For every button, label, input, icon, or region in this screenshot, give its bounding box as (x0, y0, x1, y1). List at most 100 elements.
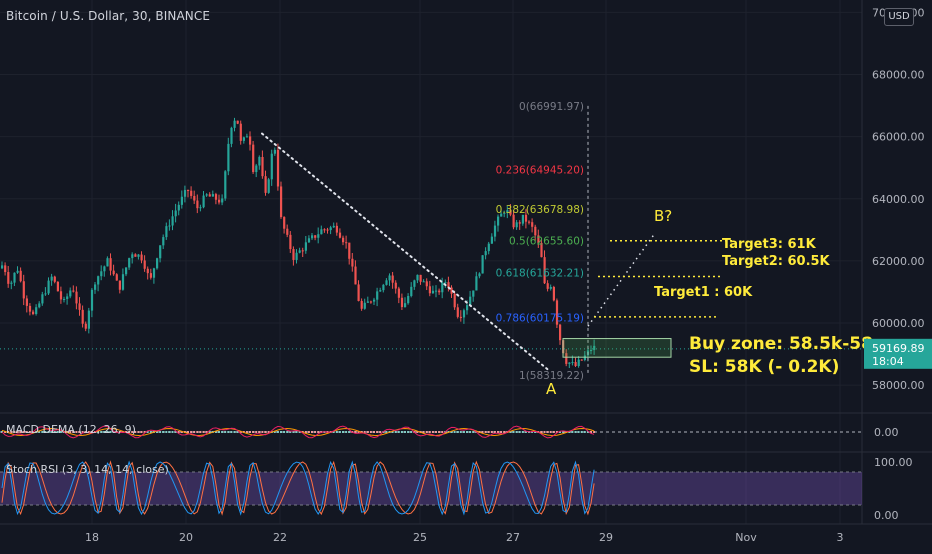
candle-body (338, 232, 342, 238)
macd-histogram-bar (490, 431, 493, 433)
fib-level-label[interactable]: 0.618(61632.21) (496, 267, 584, 279)
candle-body (345, 242, 348, 244)
macd-histogram-bar (22, 431, 25, 433)
fib-level-label[interactable]: 0.236(64945.20) (496, 164, 584, 176)
time-tick-label: 22 (273, 531, 287, 544)
candle-body (19, 270, 22, 282)
chart-drawings[interactable]: 0(66991.97) 0.236(64945.20) 0.382(63678.98… (0, 101, 873, 398)
currency-button[interactable]: USD (884, 8, 914, 26)
candle-body (410, 286, 413, 296)
candle-body (100, 271, 103, 277)
candle-body (376, 291, 379, 300)
candle-body (382, 284, 385, 291)
candle-body (462, 310, 466, 318)
macd-histogram-bar (143, 431, 146, 433)
point-a-label[interactable]: A (546, 380, 557, 398)
macd-histogram-bar (586, 431, 589, 433)
symbol-title[interactable]: Bitcoin / U.S. Dollar, 30, BINANCE (6, 9, 211, 23)
macd-histogram-bar (208, 431, 211, 433)
candle-body (559, 324, 562, 341)
candle-body (351, 258, 354, 267)
candle-body (159, 245, 162, 259)
candle-body (366, 301, 369, 303)
candle-body (22, 281, 25, 299)
macd-histogram-bar (425, 431, 428, 433)
candle-body (441, 282, 444, 293)
candle-body (35, 307, 38, 315)
candle-body (447, 282, 450, 288)
candlestick-series (1, 117, 596, 369)
macd-histogram-bar (245, 431, 248, 433)
stop-loss-label[interactable]: SL: 58K (- 0.2K) (689, 357, 839, 377)
target3-label[interactable]: Target3: 61K (722, 237, 817, 252)
candle-body (369, 301, 373, 303)
bar-countdown: 18:04 (872, 355, 904, 368)
trend-line[interactable] (261, 132, 549, 371)
candle-body (63, 298, 66, 300)
buy-zone-label[interactable]: Buy zone: 58.5k-58 (689, 334, 873, 354)
candle-body (25, 298, 28, 306)
stoch-d-line (1, 460, 595, 516)
macd-histogram-bar (428, 431, 431, 433)
candle-body (171, 216, 174, 226)
candle-body (283, 217, 286, 229)
fib-level-label[interactable]: 0.786(60175.19) (496, 313, 584, 325)
macd-histogram-bar (338, 431, 341, 433)
candle-body (574, 362, 577, 367)
current-price-tag[interactable] (864, 338, 932, 369)
macd-histogram-bar (90, 431, 93, 433)
macd-histogram-bar (202, 431, 205, 433)
candle-body (555, 300, 559, 325)
macd-histogram-bar (515, 431, 518, 433)
time-tick-label: Nov (735, 531, 757, 544)
candle-body (335, 225, 338, 233)
target1-label[interactable]: Target1 : 60K (654, 285, 753, 300)
price-tick-label: 64000.00 (872, 193, 925, 206)
candle-body (506, 210, 509, 213)
stoch-rsi-label[interactable]: Stoch RSI (3, 3, 14, 14, close) (6, 463, 169, 476)
fib-level-label[interactable]: 1(58319.22) (519, 370, 584, 382)
macd-histogram-bar (171, 431, 174, 433)
candle-body (397, 288, 400, 298)
macd-label[interactable]: MACD DEMA (12, 26, 9) (6, 423, 136, 436)
stoch-axis-label-bottom: 0.00 (874, 509, 899, 522)
macd-histogram-bar (524, 431, 527, 433)
stoch-band (0, 472, 862, 505)
candle-body (301, 250, 304, 252)
candle-body (580, 359, 583, 361)
candle-body (400, 297, 404, 308)
candle-body (112, 270, 115, 275)
macd-histogram-bar (239, 431, 242, 433)
macd-histogram-bar (187, 431, 189, 433)
fib-level-label[interactable]: 0.382(63678.98) (496, 204, 584, 216)
macd-histogram-bar (462, 431, 465, 433)
macd-histogram-bar (165, 431, 168, 433)
candle-body (94, 284, 97, 290)
macd-histogram-bar (472, 431, 475, 433)
macd-histogram-bar (493, 431, 496, 433)
macd-histogram-bar (348, 431, 351, 433)
fib-level-label[interactable]: 0.5(62655.60) (509, 236, 584, 248)
projection-line[interactable] (587, 234, 655, 327)
macd-histogram-bar (354, 431, 357, 433)
macd-histogram-bar (252, 431, 255, 433)
macd-histogram-bar (590, 431, 592, 433)
candle-body (456, 307, 459, 317)
candle-body (307, 238, 311, 243)
point-b-label[interactable]: B? (654, 207, 672, 225)
macd-histogram-bar (199, 431, 202, 433)
candle-body (75, 291, 78, 304)
fib-level-label[interactable]: 0(66991.97) (519, 101, 584, 113)
buy-zone-box[interactable] (562, 338, 672, 358)
time-tick-label: 25 (413, 531, 427, 544)
macd-histogram-bar (137, 431, 140, 433)
macd-histogram-bar (593, 431, 596, 433)
candle-body (314, 235, 317, 238)
target2-label[interactable]: Target2: 60.5K (722, 254, 831, 269)
macd-histogram-bar (44, 431, 47, 433)
macd-histogram-bar (106, 431, 109, 433)
macd-histogram-bar (249, 431, 251, 433)
candle-body (391, 275, 394, 283)
